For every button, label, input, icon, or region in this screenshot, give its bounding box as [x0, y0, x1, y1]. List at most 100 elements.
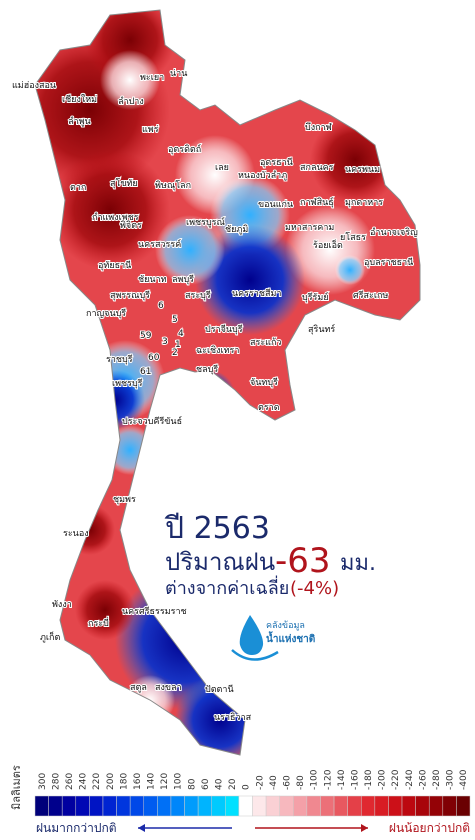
province-label: ราชบุรี: [106, 354, 133, 365]
province-label: อุตรดิตถ์: [168, 143, 201, 155]
legend-swatch: [456, 795, 471, 817]
legend-tick-label: 120: [160, 773, 170, 790]
logo-drop: [239, 615, 264, 655]
province-label: สุรินทร์: [308, 323, 335, 335]
legend-swatch: [211, 795, 226, 817]
province-label: ศรีสะเกษ: [353, 290, 388, 301]
legend-swatch: [320, 795, 335, 817]
province-label: สกลนคร: [300, 163, 334, 173]
legend-tick-label: -160: [350, 769, 360, 790]
legend-swatch: [129, 795, 144, 817]
province-label: สุโขทัย: [110, 178, 138, 189]
province-label: อำนาจเจริญ: [370, 227, 418, 238]
province-label: พะเยา: [140, 73, 164, 83]
headline: ปี 2563 ปริมาณฝน -63 มม. ต่างจากค่าเฉลี่…: [164, 511, 376, 599]
province-label: ฉะเชิงเทรา: [196, 345, 239, 356]
province-label: เพชรบูรณ์: [186, 216, 225, 228]
province-label: ยโสธร: [340, 232, 366, 243]
legend-swatch: [143, 795, 158, 817]
legend-swatch: [116, 795, 131, 817]
province-label: ร้อยเอ็ด: [313, 238, 343, 251]
province-label: ชุมพร: [113, 495, 136, 505]
province-label: สระแก้ว: [250, 337, 281, 348]
legend-more: ฝนมากกว่าปกติ: [36, 821, 117, 835]
province-label: มหาสารคาม: [285, 223, 334, 233]
province-label: ลำปาง: [118, 96, 144, 107]
province-label: ชัยภูมิ: [225, 224, 248, 235]
legend-swatch: [347, 795, 362, 817]
province-label: กระบี่: [88, 616, 109, 629]
province-label: จันทบุรี: [250, 377, 278, 388]
province-label: อุดรธานี: [260, 157, 293, 168]
legend-tick-label: 140: [147, 773, 157, 790]
province-label: แพร่: [142, 125, 159, 135]
legend-tick-label: -220: [391, 769, 401, 790]
province-label: ระนอง: [63, 529, 89, 539]
legend-tick-label: 260: [65, 773, 75, 790]
legend-tick-label: -300: [446, 769, 456, 790]
province-label: หนองบัวลำภู: [238, 170, 287, 181]
province-label: ปราจีนบุรี: [205, 324, 243, 335]
legend-swatch: [279, 795, 294, 817]
province-label: บุรีรัมย์: [302, 291, 329, 303]
logo: คลังข้อมูล น้ำแห่งชาติ: [231, 615, 315, 661]
province-label: นครราชสีมา: [232, 288, 281, 299]
legend-swatch: [428, 795, 444, 817]
legend-tick-label: -400: [459, 769, 469, 790]
diff-label: ต่างจากค่าเฉลี่ย: [165, 575, 289, 599]
province-label: ตาก: [70, 183, 86, 193]
province-label: เลย: [215, 163, 229, 173]
province-label: กำแพงเพชร: [92, 212, 139, 223]
province-label: สุพรรณบุรี: [110, 290, 150, 301]
province-label: นราธิวาส: [214, 712, 252, 723]
country-outline: [34, 9, 421, 756]
province-label: กาฬสินธุ์: [300, 196, 334, 208]
province-label: 2: [172, 348, 178, 358]
legend-swatch: [306, 795, 321, 817]
legend-swatch: [265, 795, 280, 817]
province-label: น่าน: [170, 69, 187, 79]
province-label: 60: [148, 353, 160, 363]
legend-tick-label: 280: [51, 773, 61, 790]
legend-tick-label: 200: [106, 773, 116, 790]
legend-tick-label: 0: [242, 784, 252, 790]
legend-tick-label: -140: [337, 769, 347, 790]
province-label: กาญจนบุรี: [86, 308, 126, 319]
province-label: อุทัยธานี: [98, 260, 131, 271]
legend-swatch: [333, 795, 348, 817]
legend-tick-label: 180: [119, 773, 129, 790]
legend-tick-label: -200: [378, 769, 388, 790]
legend-swatch: [75, 795, 90, 817]
legend-tick-label: -120: [323, 769, 333, 790]
legend-tick-label: -20: [255, 775, 265, 790]
province-label: สระบุรี: [185, 290, 211, 301]
legend-swatch: [361, 795, 376, 817]
legend-tick-label: -180: [364, 769, 374, 790]
legend-swatch: [388, 795, 403, 817]
legend-swatch: [225, 795, 240, 817]
legend-tick-label: 60: [201, 778, 211, 790]
province-label: ขอนแก่น: [258, 200, 293, 210]
legend-swatch: [442, 795, 457, 817]
province-label: แม่ฮ่องสอน: [12, 81, 56, 91]
province-label: 3: [162, 337, 168, 347]
legend-tick-label: -100: [310, 769, 320, 790]
province-label: สงขลา: [155, 683, 182, 693]
province-label: ตราด: [258, 403, 280, 413]
arrow-head: [361, 824, 368, 832]
diff-value: (-4%): [290, 578, 339, 599]
province-label: ลำพูน: [68, 116, 91, 127]
logo-text: น้ำแห่งชาติ: [266, 631, 315, 645]
legend-swatch: [157, 795, 172, 817]
province-label: สตูล: [130, 683, 147, 693]
province-label: เชียงใหม่: [62, 94, 97, 105]
legend-tick-label: -60: [282, 775, 292, 790]
legend-tick-label: 220: [92, 773, 102, 790]
legend-tick-label: 20: [228, 778, 238, 790]
legend-swatch: [102, 795, 117, 817]
legend-tick-label: 160: [133, 773, 143, 790]
legend-tick-label: 40: [215, 778, 225, 790]
province-label: ประจวบคีรีขันธ์: [122, 415, 182, 427]
rain-label: ปริมาณฝน: [165, 548, 275, 576]
